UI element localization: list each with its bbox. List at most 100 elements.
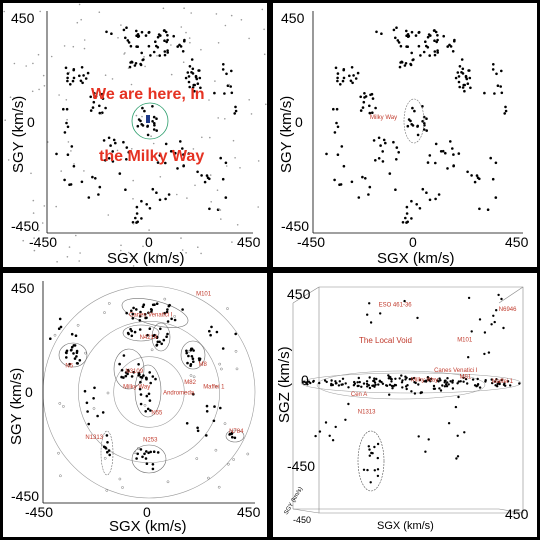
open-marker <box>226 307 229 310</box>
data-point <box>191 86 195 89</box>
data-point <box>165 40 168 44</box>
background-point <box>132 265 135 267</box>
data-point <box>435 40 438 44</box>
open-marker <box>76 324 80 327</box>
data-point <box>344 382 347 385</box>
data-point <box>143 109 146 113</box>
data-point <box>186 71 190 74</box>
data-point <box>390 380 393 383</box>
data-point <box>347 402 350 406</box>
data-point <box>70 145 74 148</box>
data-point <box>499 85 502 88</box>
data-point <box>336 125 340 129</box>
galaxy-label: N1313 <box>85 435 103 441</box>
data-point <box>387 374 390 377</box>
y-tick-label: -450 <box>287 458 315 474</box>
data-point <box>66 76 69 80</box>
data-point <box>147 44 151 48</box>
background-point <box>159 96 162 98</box>
data-point <box>470 330 473 333</box>
background-point <box>66 256 69 258</box>
data-point <box>368 302 371 305</box>
data-point <box>377 157 381 160</box>
data-point <box>93 92 96 95</box>
data-point <box>130 375 134 378</box>
data-point <box>196 426 199 430</box>
data-point <box>133 330 137 334</box>
background-point <box>14 167 16 169</box>
data-point <box>433 29 436 32</box>
data-point <box>335 121 338 125</box>
data-point <box>81 81 84 85</box>
y-tick-label: 450 <box>281 10 305 26</box>
data-point <box>78 359 82 362</box>
data-point <box>140 123 143 126</box>
background-point <box>124 52 126 54</box>
group-ellipse <box>100 430 114 476</box>
data-point <box>410 390 413 393</box>
open-marker <box>143 403 147 407</box>
data-point <box>131 312 135 316</box>
data-point <box>344 418 347 421</box>
data-point <box>391 387 394 390</box>
data-point <box>342 164 346 168</box>
background-point <box>56 261 58 263</box>
data-point <box>334 382 338 385</box>
data-point <box>139 402 143 406</box>
data-point <box>443 379 447 382</box>
data-point <box>151 375 155 378</box>
background-point <box>144 65 146 68</box>
background-point <box>130 255 133 258</box>
data-point <box>341 377 345 380</box>
data-point <box>429 34 432 37</box>
data-point <box>199 86 202 90</box>
data-point <box>188 65 192 68</box>
data-point <box>403 64 407 67</box>
scatter-plot-top-left: We are here, In the Milky Way -450 0 450… <box>3 3 267 267</box>
data-point <box>434 30 438 34</box>
data-point <box>380 32 383 35</box>
data-point <box>124 374 128 378</box>
data-point <box>478 177 481 181</box>
data-point <box>441 384 444 387</box>
group-ellipse <box>180 340 206 370</box>
data-point <box>129 327 132 331</box>
data-point <box>141 106 144 110</box>
data-point <box>444 151 447 155</box>
data-point <box>492 63 495 66</box>
data-point <box>334 66 338 70</box>
data-point <box>166 34 169 37</box>
scatter-plot-top-right: Milky Way -450 0 450 450 0 -450 SGX (km/… <box>278 10 529 267</box>
background-point <box>78 3 81 6</box>
data-point <box>336 72 340 75</box>
data-point <box>454 76 458 80</box>
background-point <box>4 119 6 121</box>
data-point <box>141 58 144 62</box>
data-point <box>80 66 84 69</box>
background-point <box>148 229 150 231</box>
data-point <box>125 158 128 161</box>
background-point <box>68 246 71 248</box>
data-point <box>375 30 378 34</box>
data-point <box>407 118 411 121</box>
data-point <box>127 41 131 44</box>
data-point <box>139 448 143 451</box>
data-point <box>347 386 350 389</box>
data-point <box>196 429 200 433</box>
data-point <box>122 140 125 144</box>
data-point <box>506 380 510 383</box>
data-point <box>434 161 437 165</box>
data-point <box>86 71 90 75</box>
data-point <box>452 153 455 156</box>
data-point <box>132 371 135 374</box>
data-point <box>191 67 195 71</box>
x-tick-label: 0 <box>143 504 151 520</box>
data-point <box>104 159 107 162</box>
data-point <box>59 325 63 329</box>
data-point <box>307 380 311 383</box>
data-point <box>374 106 377 110</box>
data-point <box>224 161 228 165</box>
background-point <box>183 7 185 9</box>
data-point <box>151 467 155 471</box>
galaxy-label: M8 <box>199 362 208 368</box>
